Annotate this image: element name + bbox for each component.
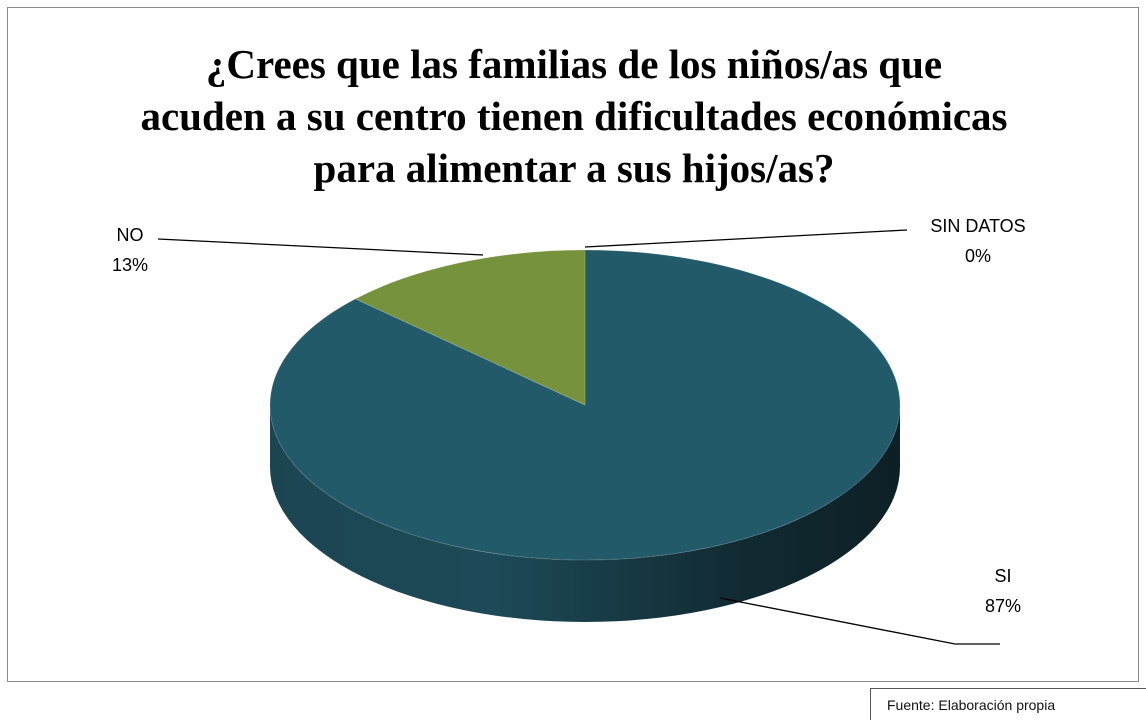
pie-side-si xyxy=(270,405,900,622)
leader-line-si xyxy=(719,597,1000,645)
slice-name-no: NO xyxy=(117,225,144,245)
leader-line-no xyxy=(157,238,484,256)
chart-title: ¿Crees que las familias de los niños/as … xyxy=(140,41,1008,191)
source-note: Fuente: Elaboración propia xyxy=(870,688,1146,720)
leader-line-sin-datos xyxy=(584,229,908,248)
pie-side-wall xyxy=(270,405,900,622)
pie-slice-si xyxy=(269,249,901,561)
slice-percent-sin-datos: 0% xyxy=(965,246,991,266)
pie-slice-no xyxy=(354,249,586,406)
slice-percent-si: 87% xyxy=(985,596,1021,616)
slice-name-si: SI xyxy=(994,566,1011,586)
slice-name-sin-datos: SIN DATOS xyxy=(930,216,1025,236)
slice-percent-no: 13% xyxy=(112,255,148,275)
